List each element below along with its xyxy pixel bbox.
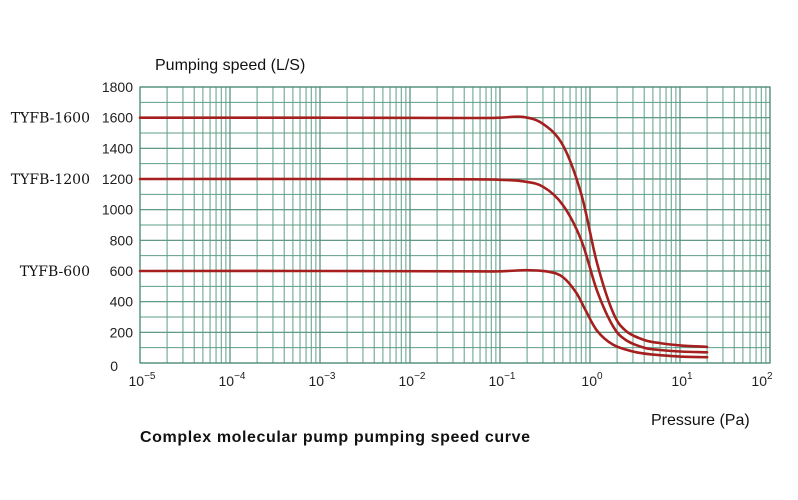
grid [139, 86, 771, 364]
y-tick-label: 800 [110, 232, 134, 248]
plot-frame [139, 86, 771, 364]
y-tick-labels: 0 200 400 600 800 1000 1200 1400 1600 1800 [102, 79, 133, 374]
y-tick-label: 1400 [102, 140, 133, 156]
curves [138, 115, 709, 359]
x-tick-label: 10−3 [309, 371, 336, 389]
x-tick-label: 10−5 [129, 371, 156, 389]
series-label-tyfb-1200: TYFB-1200 [11, 172, 90, 188]
chart-caption: Complex molecular pump pumping speed cur… [140, 429, 531, 446]
x-tick-label: 10−1 [489, 371, 516, 389]
series-label-tyfb-1600: TYFB-1600 [11, 111, 90, 127]
x-axis-title: Pressure (Pa) [651, 412, 750, 429]
y-tick-label: 600 [110, 263, 134, 279]
series-label-tyfb-600: TYFB-600 [20, 264, 90, 280]
x-tick-label: 100 [581, 371, 603, 389]
series-line-tyfb-1600 [138, 115, 709, 349]
x-tick-label: 10−2 [399, 371, 426, 389]
x-tick-label: 10−4 [219, 371, 246, 389]
y-tick-label: 400 [110, 294, 134, 310]
series-line-tyfb-600 [138, 268, 709, 359]
y-tick-label: 200 [110, 324, 134, 340]
x-tick-label: 102 [751, 371, 773, 389]
y-tick-label: 1600 [102, 110, 133, 126]
series-line-tyfb-1200 [138, 177, 709, 354]
x-tick-label: 101 [671, 371, 693, 389]
series-labels: TYFB-1600 TYFB-1200 TYFB-600 [11, 111, 90, 280]
y-tick-label: 1200 [102, 171, 133, 187]
y-tick-label: 1800 [102, 79, 133, 95]
y-tick-label: 0 [110, 358, 118, 374]
y-axis-title: Pumping speed (L/S) [155, 57, 305, 74]
y-tick-label: 1000 [102, 202, 133, 218]
x-tick-labels: 10−5 10−4 10−3 10−2 10−1 100 101 102 [129, 371, 774, 389]
